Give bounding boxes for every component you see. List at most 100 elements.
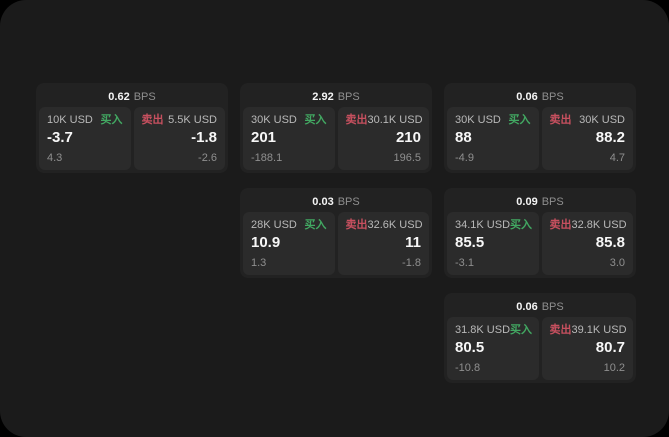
buy-price: 88 [455, 129, 472, 146]
buy-sell-panels: 28K USD 买入 10.9 1.3 卖出 32.6K USD 11 -1.8 [243, 212, 429, 275]
buy-size-label: 10K USD [47, 114, 93, 126]
buy-panel[interactable]: 10K USD 买入 -3.7 4.3 [39, 107, 131, 170]
buy-panel-top: 28K USD 买入 [251, 219, 327, 231]
bps-value: 0.09 [516, 195, 538, 208]
buy-panel-top: 31.8K USD 买入 [455, 324, 533, 336]
sell-panel[interactable]: 卖出 39.1K USD 80.7 10.2 [541, 317, 633, 380]
sell-price: 88.2 [595, 129, 625, 146]
buy-panel-top: 30K USD 买入 [455, 114, 531, 126]
bps-unit-label: BPS [337, 90, 360, 103]
sell-tag: 卖出 [345, 114, 368, 126]
buy-tag: 买入 [510, 219, 533, 231]
buy-panel[interactable]: 30K USD 买入 88 -4.9 [447, 107, 539, 170]
sell-size-label: 39.1K USD [571, 324, 627, 336]
buy-panel-top: 34.1K USD 买入 [455, 219, 533, 231]
buy-panel[interactable]: 34.1K USD 买入 85.5 -3.1 [447, 212, 539, 275]
bps-unit-label: BPS [541, 300, 564, 313]
sell-panel-top: 卖出 39.1K USD [549, 324, 627, 336]
sell-tag: 卖出 [141, 114, 164, 126]
buy-price: 10.9 [251, 234, 281, 251]
sell-size-label: 30.1K USD [367, 114, 423, 126]
sell-delta: 4.7 [609, 152, 625, 164]
spread-tile[interactable]: 0.62 BPS 10K USD 买入 -3.7 4.3 卖出 5.5K USD [36, 83, 228, 173]
buy-panel[interactable]: 30K USD 买入 201 -188.1 [243, 107, 335, 170]
buy-price: 85.5 [455, 234, 485, 251]
spread-tile-header: 0.62 BPS [39, 86, 225, 107]
sell-delta: 3.0 [609, 257, 625, 269]
bps-unit-label: BPS [541, 90, 564, 103]
sell-panel[interactable]: 卖出 30K USD 88.2 4.7 [541, 107, 633, 170]
bps-value: 0.06 [516, 90, 538, 103]
sell-delta: -1.8 [402, 257, 421, 269]
spread-tile[interactable]: 0.03 BPS 28K USD 买入 10.9 1.3 卖出 32.6K US… [240, 188, 432, 278]
bps-unit-label: BPS [337, 195, 360, 208]
sell-size-label: 5.5K USD [168, 114, 217, 126]
buy-price: 80.5 [455, 339, 485, 356]
sell-delta: -2.6 [198, 152, 217, 164]
buy-sell-panels: 34.1K USD 买入 85.5 -3.1 卖出 32.8K USD 85.8… [447, 212, 633, 275]
sell-price: 210 [395, 129, 421, 146]
sell-panel[interactable]: 卖出 32.6K USD 11 -1.8 [337, 212, 429, 275]
buy-tag: 买入 [510, 324, 533, 336]
spread-tile-header: 0.06 BPS [447, 296, 633, 317]
buy-size-label: 28K USD [251, 219, 297, 231]
sell-panel[interactable]: 卖出 32.8K USD 85.8 3.0 [541, 212, 633, 275]
sell-size-label: 30K USD [579, 114, 625, 126]
bps-value: 0.62 [108, 90, 130, 103]
bps-value: 0.06 [516, 300, 538, 313]
buy-sell-panels: 30K USD 买入 88 -4.9 卖出 30K USD 88.2 4.7 [447, 107, 633, 170]
buy-tag: 买入 [304, 219, 327, 231]
spread-tile-header: 0.06 BPS [447, 86, 633, 107]
sell-size-label: 32.6K USD [367, 219, 423, 231]
buy-panel[interactable]: 28K USD 买入 10.9 1.3 [243, 212, 335, 275]
buy-panel[interactable]: 31.8K USD 买入 80.5 -10.8 [447, 317, 539, 380]
spread-tile[interactable]: 0.06 BPS 30K USD 买入 88 -4.9 卖出 30K USD [444, 83, 636, 173]
sell-panel-top: 卖出 30.1K USD [345, 114, 423, 126]
spread-tile-header: 2.92 BPS [243, 86, 429, 107]
spread-tile-header: 0.09 BPS [447, 191, 633, 212]
buy-size-label: 34.1K USD [455, 219, 511, 231]
sell-price: 80.7 [595, 339, 625, 356]
sell-tag: 卖出 [549, 114, 572, 126]
sell-panel-top: 卖出 32.6K USD [346, 219, 423, 231]
buy-sell-panels: 31.8K USD 买入 80.5 -10.8 卖出 39.1K USD 80.… [447, 317, 633, 380]
buy-sell-panels: 10K USD 买入 -3.7 4.3 卖出 5.5K USD -1.8 -2.… [39, 107, 225, 170]
bps-value: 0.03 [312, 195, 334, 208]
buy-tag: 买入 [304, 114, 327, 126]
bps-unit-label: BPS [541, 195, 564, 208]
buy-delta: -188.1 [251, 152, 283, 164]
buy-price: 201 [251, 129, 277, 146]
buy-tag: 买入 [100, 114, 123, 126]
buy-delta: 1.3 [251, 257, 267, 269]
bps-unit-label: BPS [133, 90, 156, 103]
bps-value: 2.92 [312, 90, 334, 103]
sell-price: 11 [405, 234, 421, 251]
sell-price: 85.8 [595, 234, 625, 251]
sell-panel-top: 卖出 32.8K USD [549, 219, 627, 231]
spread-tile[interactable]: 0.09 BPS 34.1K USD 买入 85.5 -3.1 卖出 32.8K… [444, 188, 636, 278]
buy-delta: -4.9 [455, 152, 474, 164]
sell-size-label: 32.8K USD [571, 219, 627, 231]
buy-tag: 买入 [508, 114, 531, 126]
sell-tag: 卖出 [549, 219, 572, 231]
sell-panel[interactable]: 卖出 30.1K USD 210 196.5 [337, 107, 429, 170]
buy-size-label: 30K USD [251, 114, 297, 126]
sell-delta: 196.5 [393, 152, 421, 164]
sell-panel[interactable]: 卖出 5.5K USD -1.8 -2.6 [133, 107, 225, 170]
buy-panel-top: 10K USD 买入 [47, 114, 123, 126]
spread-tile[interactable]: 0.06 BPS 31.8K USD 买入 80.5 -10.8 卖出 39.1… [444, 293, 636, 383]
buy-sell-panels: 30K USD 买入 201 -188.1 卖出 30.1K USD 210 1… [243, 107, 429, 170]
sell-delta: 10.2 [603, 362, 625, 374]
sell-panel-top: 卖出 5.5K USD [142, 114, 218, 126]
buy-size-label: 30K USD [455, 114, 501, 126]
spread-tile-grid: 0.62 BPS 10K USD 买入 -3.7 4.3 卖出 5.5K USD [36, 83, 636, 383]
sell-tag: 卖出 [549, 324, 572, 336]
buy-delta: -3.1 [455, 257, 474, 269]
buy-price: -3.7 [47, 129, 73, 146]
buy-panel-top: 30K USD 买入 [251, 114, 327, 126]
buy-size-label: 31.8K USD [455, 324, 511, 336]
sell-price: -1.8 [191, 129, 217, 146]
sell-panel-top: 卖出 30K USD [550, 114, 626, 126]
spread-tile[interactable]: 2.92 BPS 30K USD 买入 201 -188.1 卖出 30.1K … [240, 83, 432, 173]
